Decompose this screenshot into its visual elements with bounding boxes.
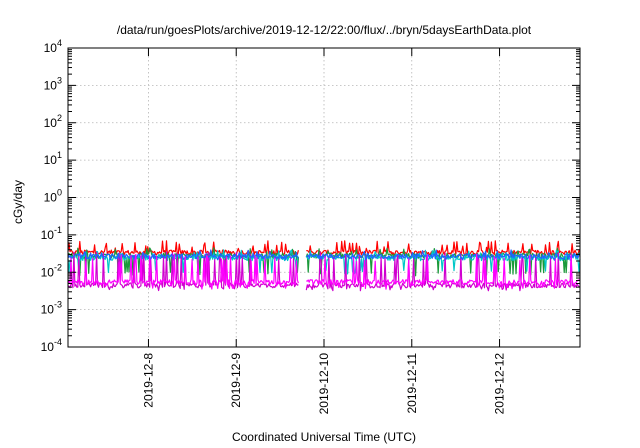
series-group xyxy=(67,240,581,292)
x-tick-label: 2019-12-12 xyxy=(493,353,507,415)
x-tick-label: 2019-12-11 xyxy=(405,353,419,414)
y-tick-label: 102 xyxy=(44,113,62,130)
y-tick-label: 100 xyxy=(44,188,62,205)
y-tick-label: 104 xyxy=(44,38,62,55)
y-tick-label: 10-4 xyxy=(41,337,62,354)
y-tick-label: 10-3 xyxy=(41,300,62,317)
x-tick-label: 2019-12-8 xyxy=(141,353,155,408)
y-tick-label: 101 xyxy=(44,150,62,167)
x-tick-label: 2019-12-10 xyxy=(317,353,331,415)
grid-lines xyxy=(68,48,580,347)
y-axis-label: cGy/day xyxy=(11,180,25,224)
y-tick-label: 10-1 xyxy=(41,225,62,242)
x-axis-label: Coordinated Universal Time (UTC) xyxy=(232,430,416,444)
x-tick-label: 2019-12-9 xyxy=(229,353,243,408)
axes: 104 103 102 101 100 10-1 10-2 10-3 10-4 2019-12-8… xyxy=(41,38,580,414)
chart-title: /data/run/goesPlots/archive/2019-12-12/2… xyxy=(117,23,532,37)
y-tick-label: 103 xyxy=(44,75,62,92)
series-line-5 xyxy=(67,249,581,261)
y-tick-label: 10-2 xyxy=(41,262,62,279)
plot-frame xyxy=(67,47,581,348)
series-line-6 xyxy=(67,253,581,290)
